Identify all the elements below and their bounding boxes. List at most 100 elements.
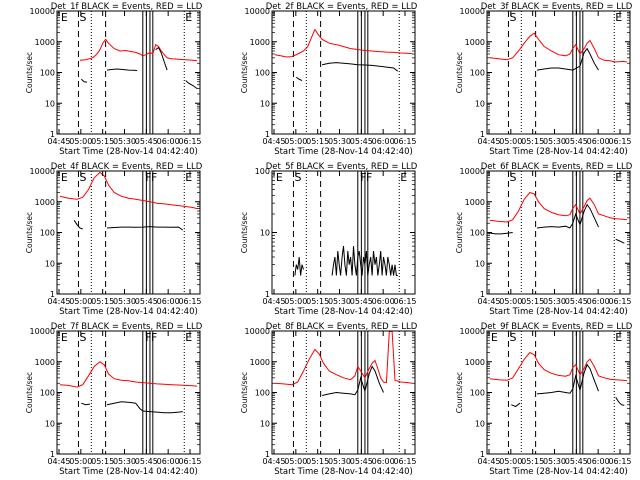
region-label: F: [151, 331, 157, 344]
x-tick-label: 04:45: [262, 297, 285, 306]
x-tick-label: 05:00: [284, 137, 307, 146]
y-tick-label: 1: [480, 450, 485, 459]
x-tick-label: 04:45: [477, 457, 500, 466]
lld-series-line: [79, 38, 198, 62]
x-axis-title: Start Time (28-Nov-14 04:42:40): [489, 147, 628, 157]
x-tick-label: 06:00: [157, 297, 180, 306]
region-label: F: [145, 331, 151, 344]
x-tick-label: 05:30: [328, 297, 351, 306]
x-tick-label: 05:45: [350, 137, 373, 146]
region-label: E: [400, 171, 407, 184]
y-axis-title: Counts/sec: [240, 372, 249, 413]
detector-panel: Det_1f BLACK = Events, RED = LLD 1 10 100 10…: [25, 2, 203, 157]
lld-series-line: [274, 330, 413, 386]
y-tick-label: 100: [40, 389, 55, 398]
y-tick-label: 1000: [35, 198, 55, 207]
lld-series-line: [59, 361, 198, 388]
y-tick-label: 100: [255, 69, 270, 78]
x-tick-label: 05:00: [499, 457, 522, 466]
x-tick-label: 06:15: [393, 457, 416, 466]
y-tick-label: 10: [260, 99, 270, 108]
panel-title: Det_3f BLACK = Events, RED = LLD: [481, 2, 633, 12]
y-tick-label: 100: [470, 389, 485, 398]
x-tick-label: 06:15: [608, 137, 631, 146]
y-axis-title: Counts/sec: [240, 212, 249, 253]
x-tick-label: 06:00: [372, 137, 395, 146]
x-tick-label: 06:15: [178, 297, 201, 306]
events-series-line: [321, 365, 384, 396]
panel-title: Det_8f BLACK = Events, RED = LLD: [266, 322, 418, 332]
x-axis-title: Start Time (28-Nov-14 04:42:40): [274, 307, 413, 317]
x-tick-label: 04:45: [477, 137, 500, 146]
x-tick-label: 06:00: [587, 297, 610, 306]
events-series-line: [536, 363, 599, 395]
y-tick-label: 10: [260, 229, 270, 238]
detector-panel: Det_3f BLACK = Events, RED = LLD 1 10 100 10…: [455, 2, 633, 157]
x-tick-label: 05:15: [91, 137, 114, 146]
y-tick-label: 10000: [245, 7, 270, 16]
x-tick-label: 04:45: [47, 297, 70, 306]
y-tick-label: 10000: [460, 327, 485, 336]
x-tick-label: 05:45: [135, 297, 158, 306]
y-axis-title: Counts/sec: [455, 212, 464, 253]
y-tick-label: 1: [265, 130, 270, 139]
region-label: E: [61, 11, 68, 24]
y-tick-label: 10: [260, 419, 270, 428]
region-label: E: [615, 171, 622, 184]
panel-title: Det_6f BLACK = Events, RED = LLD: [481, 162, 633, 172]
x-tick-label: 06:15: [178, 457, 201, 466]
detector-panel: Det_4f BLACK = Events, RED = LLD 1 10 100 10…: [25, 162, 203, 317]
region-label: F: [145, 171, 151, 184]
y-tick-label: 1000: [35, 38, 55, 47]
x-tick-label: 05:15: [521, 457, 544, 466]
region-label: S: [509, 171, 516, 184]
x-tick-label: 05:30: [113, 297, 136, 306]
x-tick-label: 04:45: [47, 137, 70, 146]
events-series-line: [615, 397, 625, 406]
x-axis-title: Start Time (28-Nov-14 04:42:40): [59, 147, 198, 157]
events-series-line: [155, 46, 168, 71]
panel-title: Det_5f BLACK = Events, RED = LLD: [266, 162, 418, 172]
events-series-line: [80, 78, 88, 83]
events-series-line: [486, 232, 513, 235]
events-series-line: [73, 220, 83, 230]
y-tick-label: 1000: [35, 358, 55, 367]
y-tick-label: 1: [265, 450, 270, 459]
y-tick-label: 10: [475, 259, 485, 268]
lld-series-line: [274, 28, 413, 58]
detector-panel: Det_9f BLACK = Events, RED = LLD 1 10 100 10…: [455, 322, 633, 477]
y-tick-label: 10: [475, 419, 485, 428]
y-tick-label: 1000: [465, 38, 485, 47]
y-axis-title: Counts/sec: [455, 372, 464, 413]
panel-title: Det_4f BLACK = Events, RED = LLD: [51, 162, 203, 172]
y-tick-label: 100: [470, 69, 485, 78]
events-series-line: [81, 402, 90, 406]
y-tick-label: 100: [255, 389, 270, 398]
x-tick-label: 06:00: [157, 457, 180, 466]
x-tick-label: 04:45: [262, 457, 285, 466]
x-tick-label: 06:15: [178, 137, 201, 146]
x-tick-label: 05:15: [306, 137, 329, 146]
x-tick-label: 05:30: [113, 137, 136, 146]
detector-panel: Det_2f BLACK = Events, RED = LLD 1 10 100 10…: [240, 2, 418, 157]
x-tick-label: 05:45: [565, 137, 588, 146]
y-tick-label: 1000: [465, 198, 485, 207]
x-tick-label: 05:00: [69, 297, 92, 306]
x-tick-label: 05:45: [565, 457, 588, 466]
x-axis-title: Start Time (28-Nov-14 04:42:40): [274, 467, 413, 477]
y-axis-title: Counts/sec: [25, 52, 34, 93]
x-tick-label: 05:00: [69, 457, 92, 466]
x-tick-label: 05:45: [350, 457, 373, 466]
region-label: E: [185, 171, 192, 184]
y-tick-label: 100: [255, 167, 270, 176]
region-label: E: [491, 331, 498, 344]
region-label: E: [615, 11, 622, 24]
y-tick-label: 10000: [460, 7, 485, 16]
y-tick-label: 10000: [245, 327, 270, 336]
events-series-line: [331, 246, 398, 276]
y-tick-label: 1: [50, 130, 55, 139]
x-tick-label: 06:00: [587, 457, 610, 466]
events-series-line: [106, 401, 183, 414]
x-tick-label: 05:30: [328, 457, 351, 466]
x-tick-label: 05:30: [113, 457, 136, 466]
